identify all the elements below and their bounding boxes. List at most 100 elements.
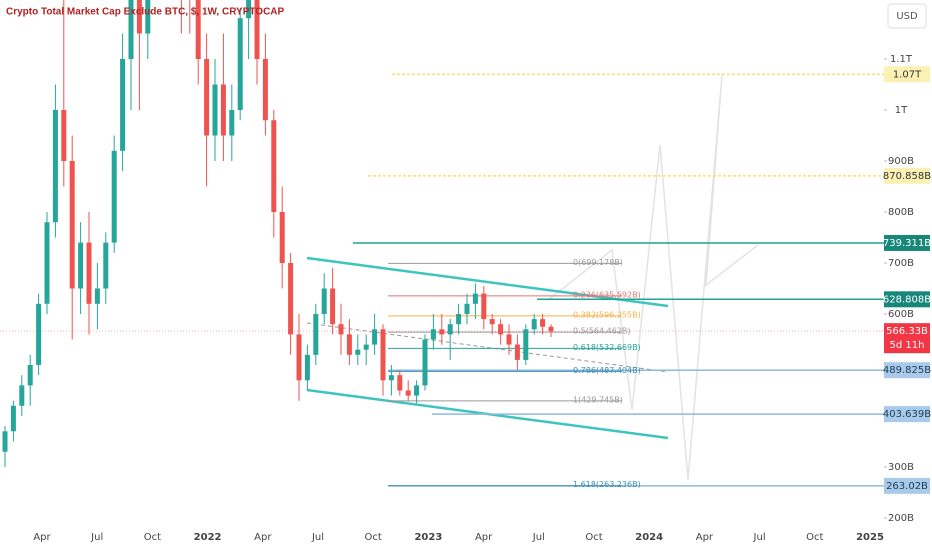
candle-body [430, 329, 436, 340]
projection-path [547, 74, 759, 481]
x-tick-label: 2023 [414, 532, 442, 543]
candle-body [321, 288, 327, 314]
candle-body [380, 329, 386, 381]
fib-label: 0.5(564.462B) [573, 327, 631, 336]
candle-body [456, 314, 462, 325]
y-tick-label: 1.1T [890, 54, 913, 65]
candle-body [69, 161, 75, 289]
candle-body [439, 329, 445, 335]
candle-body [346, 334, 352, 355]
candle-body [397, 375, 403, 391]
plot-area: 0(699.178B) 0.236(635.592B) 0.382(596.255B… [0, 0, 884, 489]
x-tick-label: 2022 [194, 532, 222, 543]
x-tick-label: Jul [311, 532, 324, 543]
countdown: 5d 11h [890, 340, 925, 351]
candle-body [195, 0, 201, 59]
candle-body [246, 0, 252, 19]
currency-box[interactable] [887, 3, 927, 29]
candle-body [279, 212, 285, 263]
last-price-box [884, 323, 930, 354]
candle-body [464, 303, 470, 314]
candle-body [481, 293, 487, 320]
candle-body [498, 324, 504, 335]
x-tick-label: 2024 [635, 532, 663, 543]
candle-body [136, 0, 142, 34]
level-box [884, 477, 930, 494]
candle-body [548, 326, 554, 332]
candle-body [531, 319, 537, 330]
x-tick-label: Oct [585, 532, 602, 543]
fib-label: 1(429.745B) [573, 395, 623, 404]
currency: USD [896, 11, 918, 22]
candle-body [506, 334, 512, 345]
chart-title: Crypto Total Market Cap Exclude BTC, $, … [6, 7, 285, 18]
candle-body [313, 314, 319, 355]
candle-body [44, 222, 50, 304]
candle-body [128, 0, 134, 59]
level-box [884, 66, 930, 83]
fib-label: 0.382(596.255B) [573, 310, 641, 319]
y-tick-label: 1T [895, 105, 908, 116]
x-tick-label: Apr [475, 532, 493, 543]
last-price-label: 566.33B [886, 326, 928, 337]
candle-body [414, 385, 420, 396]
candle-body [19, 385, 25, 406]
x-tick-label: Apr [254, 532, 272, 543]
x-tick-label: Oct [365, 532, 382, 543]
candle-body [229, 110, 235, 136]
candle-body [145, 0, 151, 34]
level-label: 870.858B [883, 171, 931, 182]
candle-body [111, 150, 117, 243]
x-tick-label: Apr [33, 532, 51, 543]
level-label: 403.639B [883, 409, 931, 420]
level-box [884, 234, 930, 251]
candle-body [422, 339, 428, 386]
candle-body [94, 288, 100, 304]
candle-body [262, 59, 268, 121]
candle-body [447, 324, 453, 335]
candle-body [2, 431, 8, 452]
candle-body [61, 110, 67, 161]
channel-mid [306, 322, 669, 373]
level-box [884, 291, 930, 308]
x-tick-label: Jul [753, 532, 766, 543]
candle-body [254, 0, 260, 59]
candle-body [212, 84, 218, 136]
candle-body [103, 242, 109, 289]
level-label: 739.311B [883, 238, 931, 249]
x-tick-label: Jul [90, 532, 103, 543]
candle-body [372, 329, 378, 345]
x-tick-label: Jul [532, 532, 545, 543]
y-tick-label: 300B [888, 462, 914, 473]
candle-body [27, 365, 33, 386]
axis-bg [884, 0, 932, 550]
candle-body [86, 242, 92, 304]
y-tick-label: 900B [888, 156, 914, 167]
level-label: 1.07T [893, 69, 922, 80]
y-tick-label: 200B [888, 513, 914, 524]
candle-body [523, 329, 529, 360]
candle-body [78, 242, 84, 289]
x-tick-label: Apr [696, 532, 714, 543]
candle-body [36, 303, 42, 365]
candle-body [237, 18, 243, 111]
candle-body [271, 120, 277, 212]
level-label: 263.02B [886, 481, 928, 492]
fib-label: 0(699.178B) [573, 258, 623, 267]
candle-body [514, 344, 520, 360]
level-box [884, 406, 930, 423]
y-tick-label: 800B [888, 207, 914, 218]
candle-body [363, 344, 369, 350]
level-label: 489.825B [883, 365, 931, 376]
level-box [884, 167, 930, 184]
channel-upper [306, 256, 669, 308]
candle-body [296, 334, 302, 381]
candle-body [338, 324, 344, 335]
x-tick-label: Oct [806, 532, 823, 543]
candle-body [52, 110, 58, 223]
level-label: 628.808B [883, 294, 931, 305]
candle-body [120, 59, 126, 151]
